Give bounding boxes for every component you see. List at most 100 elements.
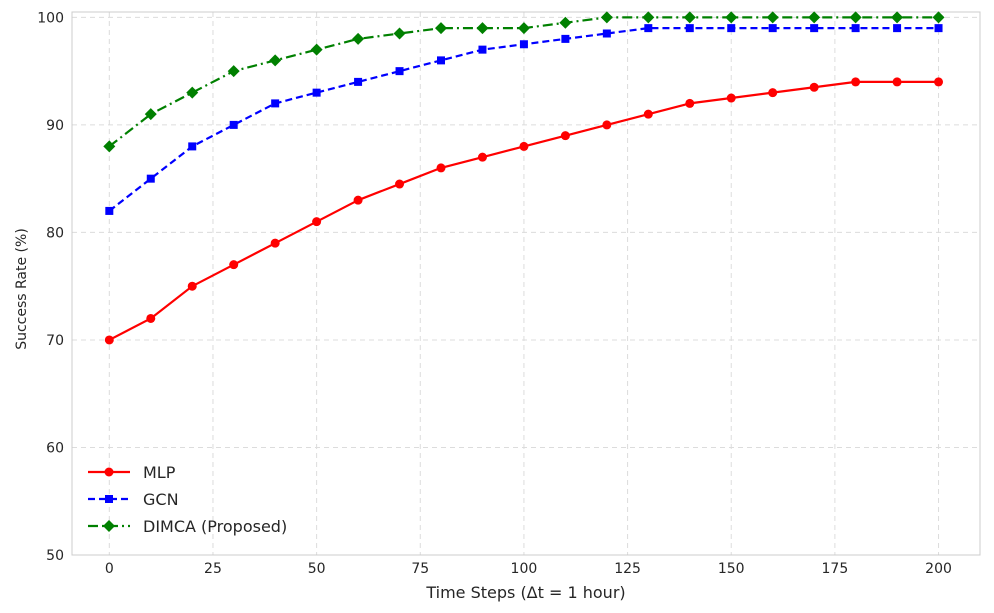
data-point: [519, 40, 528, 49]
x-tick-label: 25: [204, 561, 222, 577]
data-point: [934, 24, 943, 33]
data-point: [187, 281, 197, 291]
data-point: [725, 11, 738, 24]
x-tick-label: 200: [925, 561, 952, 577]
data-point: [146, 174, 155, 183]
data-point: [436, 163, 446, 173]
y-tick-label: 80: [46, 225, 64, 241]
grid-layer: [72, 12, 980, 556]
data-point: [892, 77, 902, 87]
data-point: [188, 142, 197, 151]
data-point: [312, 88, 321, 97]
x-axis-title: Time Steps (Δt = 1 hour): [425, 583, 625, 602]
data-point: [312, 217, 322, 227]
y-axis-title: Success Rate (%): [14, 228, 30, 350]
legend-label: GCN: [143, 490, 179, 509]
legend-marker: [103, 520, 115, 532]
legend-item: MLP: [88, 463, 176, 482]
data-point: [644, 24, 653, 33]
data-point: [643, 109, 653, 119]
data-point: [559, 16, 572, 29]
data-point: [851, 77, 861, 87]
plot-frame: [71, 11, 981, 556]
data-point: [726, 93, 736, 103]
data-point: [932, 11, 945, 24]
legend-label: MLP: [143, 463, 176, 482]
data-point: [227, 65, 240, 78]
data-point: [642, 11, 655, 24]
data-point: [395, 67, 404, 76]
data-point: [683, 11, 696, 24]
data-point: [766, 11, 779, 24]
data-point: [685, 98, 695, 108]
data-point: [393, 27, 406, 40]
legend: MLP GCN DIMCA (Proposed): [88, 463, 287, 536]
data-point: [685, 24, 694, 33]
data-point: [352, 32, 365, 45]
data-point: [768, 88, 778, 98]
series-dimca-proposed: [103, 11, 945, 153]
data-point: [105, 206, 114, 215]
data-point: [602, 29, 611, 38]
data-point: [395, 179, 405, 189]
data-point: [104, 335, 114, 345]
data-point: [269, 54, 282, 67]
data-point: [768, 24, 777, 33]
x-tick-label: 150: [718, 561, 745, 577]
data-point: [809, 82, 819, 92]
data-point: [891, 11, 904, 24]
data-point: [849, 11, 862, 24]
data-point: [144, 108, 157, 121]
data-point: [354, 77, 363, 86]
data-point: [851, 24, 860, 33]
series-layer: [103, 11, 945, 345]
data-point: [808, 11, 821, 24]
data-point: [600, 11, 613, 24]
data-point: [727, 24, 736, 33]
x-tick-label: 0: [105, 561, 114, 577]
legend-item: GCN: [88, 490, 179, 509]
y-tick-label: 90: [46, 118, 64, 134]
x-tick-label: 50: [308, 561, 326, 577]
data-point: [146, 313, 156, 323]
legend-marker: [105, 495, 113, 503]
data-point: [270, 238, 280, 248]
data-point: [103, 140, 116, 153]
legend-item: DIMCA (Proposed): [88, 517, 287, 536]
axes-layer: 0 25 50 75 100 125 150 175 200 50 60 70 80 90 100: [37, 10, 981, 577]
data-point: [271, 99, 280, 108]
legend-label: DIMCA (Proposed): [143, 517, 287, 536]
data-point: [437, 56, 446, 65]
data-point: [476, 22, 489, 35]
data-point: [934, 77, 944, 87]
data-point: [353, 195, 363, 205]
y-tick-label: 100: [37, 10, 64, 26]
data-point: [602, 120, 612, 130]
data-point: [310, 43, 323, 56]
data-point: [477, 152, 487, 162]
y-tick-label: 60: [46, 440, 64, 456]
data-point: [560, 131, 570, 141]
series-gcn: [105, 24, 943, 215]
data-point: [893, 24, 902, 33]
data-point: [435, 22, 448, 35]
x-tick-label: 75: [411, 561, 429, 577]
data-point: [478, 45, 487, 54]
data-point: [517, 22, 530, 35]
data-point: [229, 260, 239, 270]
data-point: [519, 141, 529, 151]
x-tick-label: 125: [614, 561, 641, 577]
data-point: [186, 86, 199, 99]
x-tick-label: 100: [511, 561, 538, 577]
y-tick-label: 50: [46, 548, 64, 564]
legend-marker: [104, 467, 114, 477]
plot-background: [72, 12, 980, 555]
x-tick-label: 175: [822, 561, 849, 577]
data-point: [810, 24, 819, 33]
data-point: [561, 34, 570, 43]
data-point: [229, 120, 238, 129]
y-tick-label: 70: [46, 333, 64, 349]
series-mlp: [104, 77, 944, 345]
